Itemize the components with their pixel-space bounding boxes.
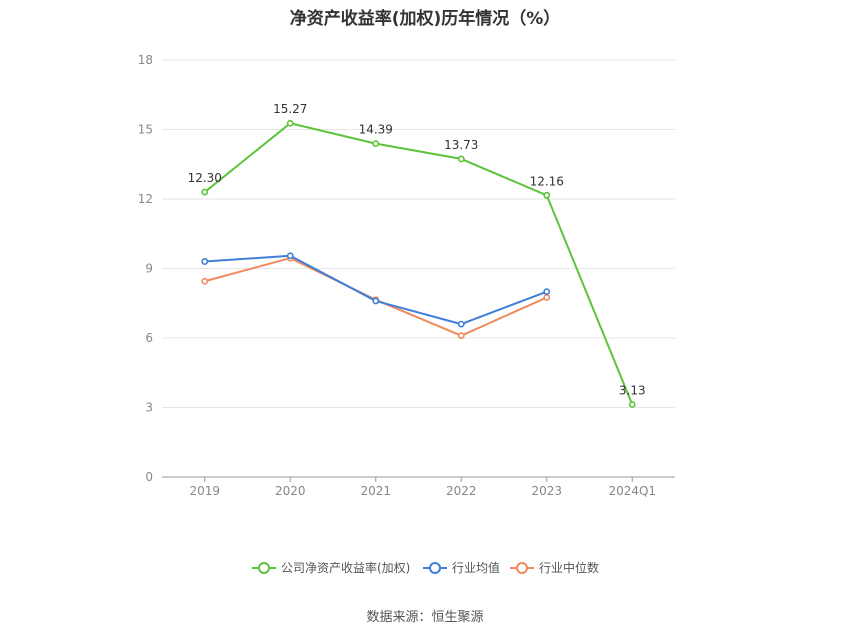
data-label: 3.13: [619, 383, 646, 397]
data-label: 15.27: [273, 102, 307, 116]
legend-marker: [516, 562, 528, 574]
series-line: [204, 122, 634, 405]
y-tick-label: 6: [145, 331, 153, 345]
data-point: [543, 191, 551, 199]
data-label: 12.16: [530, 174, 564, 188]
data-label: 14.39: [359, 123, 393, 137]
data-point: [628, 401, 636, 408]
y-tick-label: 3: [145, 401, 153, 415]
chart-svg: 0 3 6 9 12 15 18 2019 2020 2021 2022 2023 2024Q1 12.3…: [138, 53, 675, 575]
legend-marker: [429, 562, 441, 574]
y-tick-label: 9: [145, 262, 153, 276]
chart-title: 净资产收益率(加权)历年情况（%）: [289, 9, 561, 29]
data-label: 12.30: [188, 171, 222, 185]
data-point: [457, 332, 465, 340]
legend-label: 公司净资产收益率(加权): [281, 560, 410, 575]
x-tick-label: 2022: [446, 484, 477, 498]
y-tick-label: 15: [138, 123, 153, 137]
data-point: [201, 277, 209, 285]
data-point: [372, 140, 380, 148]
data-point: [201, 258, 209, 265]
data-label: 13.73: [444, 138, 478, 152]
y-tick-label: 18: [138, 53, 153, 67]
x-tick-label: 2024Q1: [608, 484, 656, 498]
x-tick-label: 2021: [360, 484, 391, 498]
data-point: [543, 294, 551, 301]
data-point: [201, 188, 209, 196]
x-tick-label: 2019: [189, 484, 220, 498]
data-point: [543, 288, 551, 296]
series-line: [204, 254, 548, 326]
data-point: [372, 297, 380, 305]
data-point: [286, 252, 294, 260]
legend-label: 行业均值: [452, 560, 500, 575]
data-point: [457, 320, 465, 328]
data-point: [457, 155, 465, 163]
legend-marker: [258, 562, 270, 574]
data-source: 数据来源：恒生聚源: [366, 610, 484, 625]
x-tick-label: 2023: [531, 484, 562, 498]
x-tick-label: 2020: [275, 484, 306, 498]
data-point: [286, 119, 294, 127]
y-tick-label: 0: [145, 470, 153, 484]
legend-label: 行业中位数: [539, 560, 599, 575]
y-tick-label: 12: [138, 192, 153, 206]
